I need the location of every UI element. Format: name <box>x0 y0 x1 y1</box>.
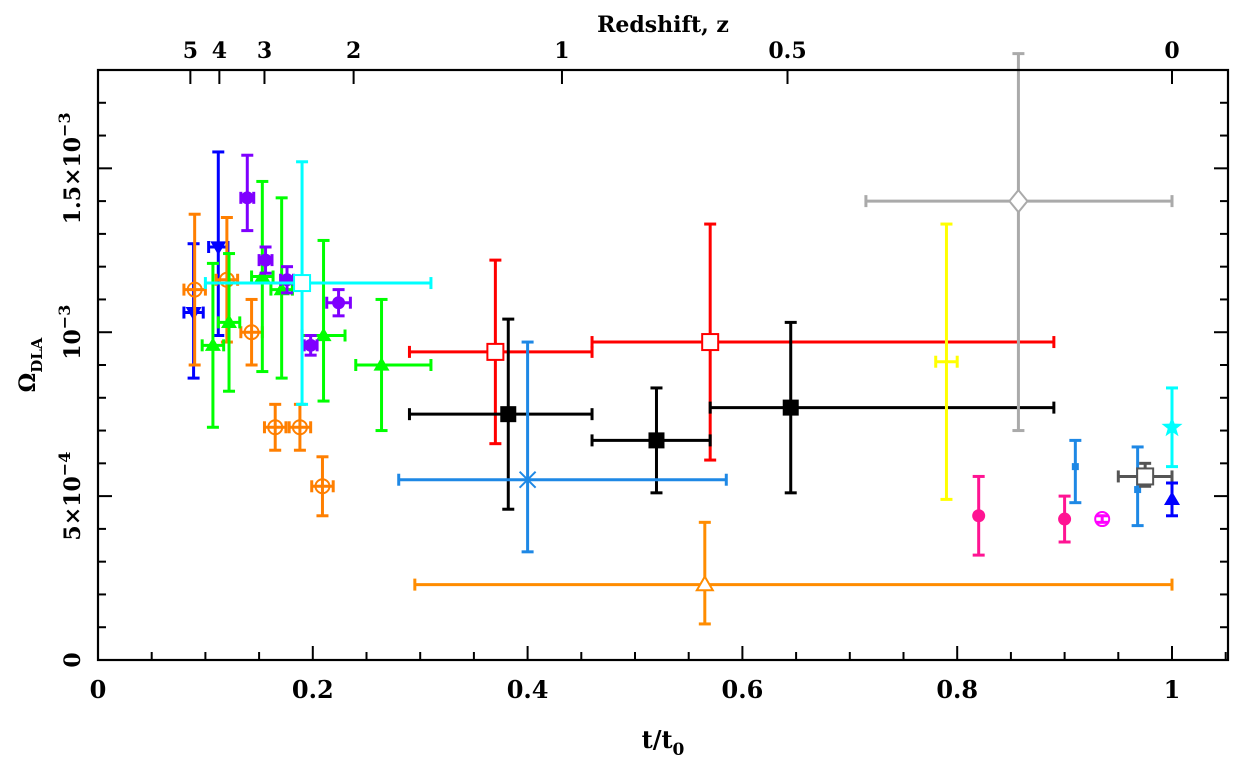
data-point <box>782 399 799 416</box>
axis-tick-labels: 0 0.2 0.4 0.6 0.8 15 4 3 2 1 0.5 005×10−410−31.5×10… <box>55 38 1180 704</box>
data-point <box>373 357 390 371</box>
data-point <box>695 574 715 592</box>
top-tick-label: 0 <box>1164 38 1179 64</box>
series-group <box>239 153 352 357</box>
data-point <box>267 419 284 436</box>
data-point <box>332 296 346 310</box>
data-point <box>486 342 505 361</box>
data-point <box>210 241 227 255</box>
data-point <box>293 274 312 293</box>
top-tick-label: 2 <box>346 38 361 64</box>
data-point <box>648 432 665 449</box>
data-point <box>1164 491 1180 505</box>
series-group <box>1164 481 1180 518</box>
data-point <box>1136 467 1155 486</box>
series-group <box>972 474 1072 557</box>
top-tick-label: 5 <box>183 38 198 64</box>
data-point <box>701 333 720 352</box>
top-tick-label: 4 <box>212 38 227 64</box>
data-point <box>972 509 986 523</box>
top-tick-label: 1 <box>554 38 569 64</box>
series-group <box>200 179 433 433</box>
data-point <box>1008 188 1029 214</box>
series-group <box>1116 461 1174 488</box>
series-group <box>407 222 1056 462</box>
series-group <box>203 160 433 406</box>
y-tick-label: 10−3 <box>55 305 86 360</box>
data-point <box>204 337 221 351</box>
data-point <box>243 324 260 341</box>
series-group <box>397 340 728 554</box>
top-tick-label: 3 <box>257 38 272 64</box>
y-tick-label: 5×10−4 <box>55 452 86 541</box>
data-point <box>254 268 271 283</box>
data-point <box>218 271 235 288</box>
x-tick-label: 1 <box>1164 675 1181 704</box>
data-point <box>314 478 331 495</box>
data-point <box>1071 463 1079 471</box>
data-point <box>240 191 254 205</box>
data-point <box>500 406 517 423</box>
axis-ticks <box>97 70 1228 661</box>
series-group <box>1094 511 1111 528</box>
plot-frame <box>96 68 1230 662</box>
x-tick-label: 0 <box>90 675 107 704</box>
data-series <box>182 52 1183 626</box>
data-point <box>304 338 318 352</box>
data-point <box>259 253 273 267</box>
data-point <box>291 419 308 436</box>
x-tick-label: 0.8 <box>936 675 978 704</box>
data-point <box>1058 512 1072 526</box>
data-point <box>518 471 537 489</box>
series-group <box>864 52 1174 433</box>
top-axis-label: Redshift, z <box>597 12 729 38</box>
data-point <box>315 327 332 342</box>
series-group <box>1069 438 1144 528</box>
x-axis-label: t/t0 <box>642 725 685 760</box>
y-tick-label: 1.5×10−3 <box>55 112 86 224</box>
data-point <box>1134 486 1142 494</box>
x-tick-label: 0.6 <box>722 675 764 704</box>
series-group <box>413 520 1174 626</box>
series-group <box>934 222 959 501</box>
data-point <box>186 281 203 298</box>
x-tick-label: 0.4 <box>507 675 549 704</box>
series-group <box>407 317 1056 511</box>
top-tick-label: 0.5 <box>768 38 806 64</box>
y-tick-label: 0 <box>60 652 86 667</box>
x-tick-label: 0.2 <box>292 675 334 704</box>
series-group <box>1161 386 1183 469</box>
data-point <box>1094 511 1111 528</box>
data-point <box>221 314 238 328</box>
y-axis-label: ΩDLA <box>15 337 46 392</box>
data-point <box>1161 416 1183 437</box>
